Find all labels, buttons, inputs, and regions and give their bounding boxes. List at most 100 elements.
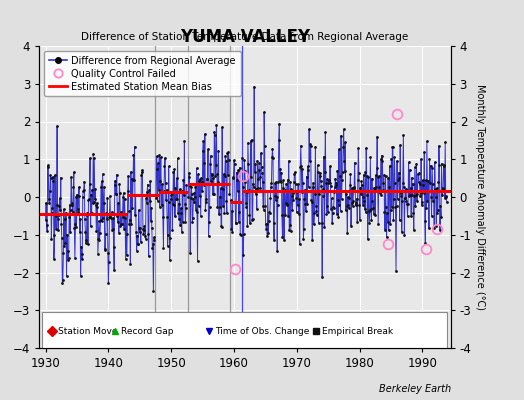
Point (261, 202, 269, 209)
Point (409, 210, 418, 216)
Point (273, 248, 281, 254)
Point (304, 183, 313, 190)
Point (91, 196, 99, 202)
Point (380, 172, 388, 178)
Point (145, 187, 154, 194)
Point (187, 184, 195, 190)
Point (84, 197, 93, 203)
Point (233, 170, 241, 176)
Y-axis label: Monthly Temperature Anomaly Difference (°C): Monthly Temperature Anomaly Difference (… (475, 84, 485, 310)
Point (384, 175, 392, 181)
Point (206, 160, 214, 167)
Point (382, 203, 390, 210)
Point (322, 180, 330, 186)
Point (368, 198, 377, 204)
Point (310, 221, 318, 228)
Point (116, 190, 124, 196)
Point (330, 189, 339, 195)
Point (138, 169, 146, 176)
Point (417, 156, 425, 162)
Point (180, 191, 188, 198)
Point (195, 193, 204, 199)
Point (370, 184, 378, 191)
Point (405, 192, 413, 199)
Point (375, 184, 384, 190)
Point (328, 220, 336, 226)
Point (309, 180, 318, 186)
Point (260, 109, 268, 116)
Point (83, 210, 92, 216)
Point (191, 194, 199, 200)
Point (224, 172, 232, 178)
Point (254, 184, 262, 191)
Point (215, 211, 223, 217)
Point (389, 144, 397, 150)
Point (263, 232, 271, 239)
Point (284, 213, 292, 220)
Point (98, 218, 106, 224)
Point (286, 222, 294, 228)
Point (91, 186, 100, 192)
Point (354, 177, 362, 184)
Point (359, 202, 367, 208)
Point (394, 196, 402, 202)
Point (85, 196, 93, 202)
Point (163, 242, 172, 249)
Point (112, 190, 120, 197)
Point (130, 176, 138, 183)
Point (244, 161, 253, 168)
Point (438, 192, 446, 198)
Point (423, 198, 432, 204)
Point (72, 224, 81, 230)
Point (331, 184, 339, 191)
Point (381, 173, 390, 180)
Point (282, 202, 291, 208)
Point (346, 170, 355, 177)
Point (222, 158, 230, 164)
Point (408, 192, 417, 199)
Point (242, 204, 250, 210)
Point (53, 216, 62, 222)
Point (357, 178, 366, 185)
Point (410, 193, 419, 199)
Point (376, 190, 385, 196)
Point (360, 198, 368, 204)
Point (67, 206, 75, 213)
Point (128, 175, 136, 182)
Point (268, 146, 277, 152)
Point (419, 177, 427, 184)
Point (287, 228, 295, 234)
Point (142, 195, 150, 201)
Point (301, 186, 309, 193)
Point (253, 206, 261, 212)
Point (199, 138, 208, 145)
Point (101, 245, 109, 252)
Point (291, 169, 299, 175)
Point (420, 149, 429, 156)
Point (434, 207, 442, 213)
Point (343, 230, 352, 236)
Point (436, 226, 444, 233)
Point (354, 145, 363, 152)
Point (260, 143, 269, 150)
Point (219, 186, 227, 192)
Point (146, 198, 154, 205)
Point (288, 207, 297, 214)
Point (358, 182, 366, 188)
Point (422, 177, 430, 183)
Point (348, 203, 357, 209)
Point (258, 170, 266, 176)
Point (262, 226, 270, 232)
Point (205, 204, 214, 211)
Point (406, 166, 414, 173)
Point (130, 144, 139, 150)
Point (264, 230, 272, 236)
Point (135, 207, 143, 213)
Point (138, 167, 147, 173)
Point (192, 206, 200, 213)
Point (139, 231, 148, 238)
Point (349, 198, 357, 204)
Point (371, 212, 379, 218)
Point (265, 218, 273, 224)
Point (163, 213, 171, 220)
